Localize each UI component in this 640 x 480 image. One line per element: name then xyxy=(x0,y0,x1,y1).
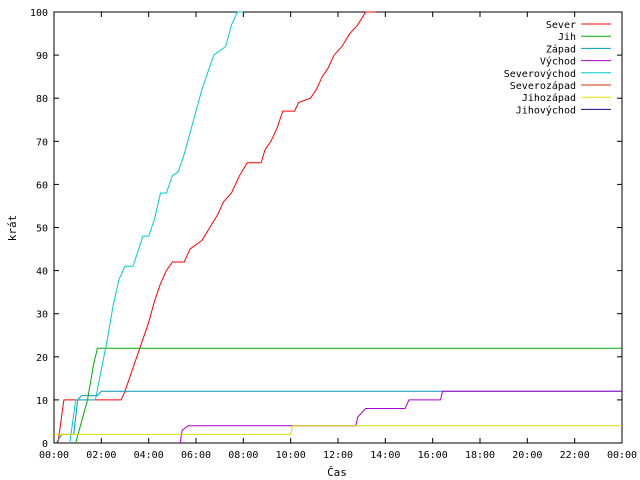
series-line-7 xyxy=(54,425,622,435)
x-tick-label: 14:00 xyxy=(370,450,400,461)
y-tick-label: 50 xyxy=(36,224,48,235)
x-tick-label: 12:00 xyxy=(323,450,353,461)
x-tick-label: 02:00 xyxy=(86,450,116,461)
legend-label: Západ xyxy=(546,43,576,55)
chart-axes: 0 10 20 30 40 50 60 70 80 90 100 00:00 02:00 04:00 06:… xyxy=(30,8,637,461)
series-line-5 xyxy=(69,11,244,444)
legend-label: Východ xyxy=(540,56,576,68)
y-tick-label: 0 xyxy=(42,439,48,450)
series-line-1 xyxy=(57,11,376,444)
x-axis-label: Čas xyxy=(327,466,347,479)
legend-label: Jihovýchod xyxy=(516,104,576,116)
y-tick-label: 60 xyxy=(36,180,48,191)
x-tick-label: 00:00 xyxy=(39,450,69,461)
y-tick-label: 90 xyxy=(36,51,48,62)
x-tick-label: 18:00 xyxy=(465,450,495,461)
legend-label: Jih xyxy=(558,32,576,43)
legend-label: Severozápad xyxy=(510,80,576,92)
x-tick-label: 06:00 xyxy=(181,450,211,461)
legend-label: Jihozápad xyxy=(522,92,576,104)
series-line-2 xyxy=(75,347,622,444)
x-tick-label: 22:00 xyxy=(560,450,590,461)
x-tick-label: 10:00 xyxy=(276,450,306,461)
x-tick-label: 04:00 xyxy=(134,450,164,461)
y-tick-label: 100 xyxy=(30,8,48,19)
y-tick-label: 20 xyxy=(36,353,48,364)
y-tick-label: 70 xyxy=(36,137,48,148)
chart-series-layer xyxy=(54,11,622,444)
x-tick-label: 20:00 xyxy=(512,450,542,461)
y-tick-label: 30 xyxy=(36,310,48,321)
y-tick-label: 10 xyxy=(36,396,48,407)
legend-label: Sever xyxy=(546,20,576,31)
y-tick-label: 40 xyxy=(36,267,48,278)
x-tick-label: 16:00 xyxy=(418,450,448,461)
legend-label: Severovýchod xyxy=(504,68,576,80)
x-tick-label: 08:00 xyxy=(228,450,258,461)
x-tick-label: 00:00 xyxy=(607,450,637,461)
y-tick-label: 80 xyxy=(36,94,48,105)
y-axis-label: krát xyxy=(6,215,19,242)
chart-legend: SeverJihZápadVýchodSeverovýchodSeverozáp… xyxy=(504,20,611,116)
series-line-3 xyxy=(55,390,622,444)
series-line-4 xyxy=(179,390,622,444)
